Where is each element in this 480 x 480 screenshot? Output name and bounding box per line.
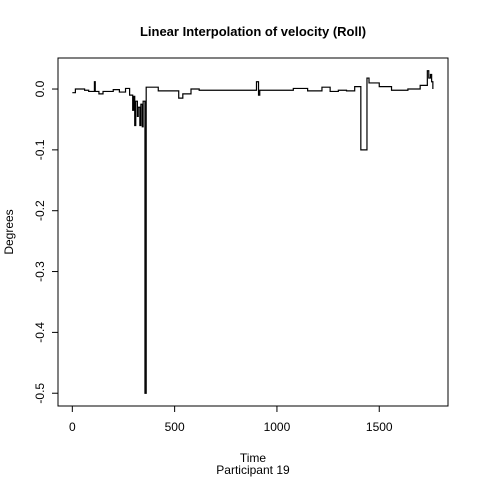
y-tick-label: -0.1	[33, 139, 47, 160]
x-tick-label: 1500	[366, 420, 393, 434]
y-tick-label: -0.2	[33, 200, 47, 221]
data-line	[72, 70, 434, 394]
x-tick-label: 0	[69, 420, 76, 434]
subtitle: Participant 19	[216, 463, 290, 477]
y-tick-label: -0.4	[33, 322, 47, 343]
x-tick-label: 500	[165, 420, 185, 434]
x-axis-label: Time	[240, 451, 267, 465]
chart-title: Linear Interpolation of velocity (Roll)	[140, 24, 366, 39]
y-tick-label: -0.3	[33, 261, 47, 282]
y-tick-label: -0.5	[33, 383, 47, 404]
y-axis-label: Degrees	[2, 209, 16, 254]
y-tick-label: 0.0	[33, 80, 47, 97]
x-tick-label: 1000	[264, 420, 291, 434]
